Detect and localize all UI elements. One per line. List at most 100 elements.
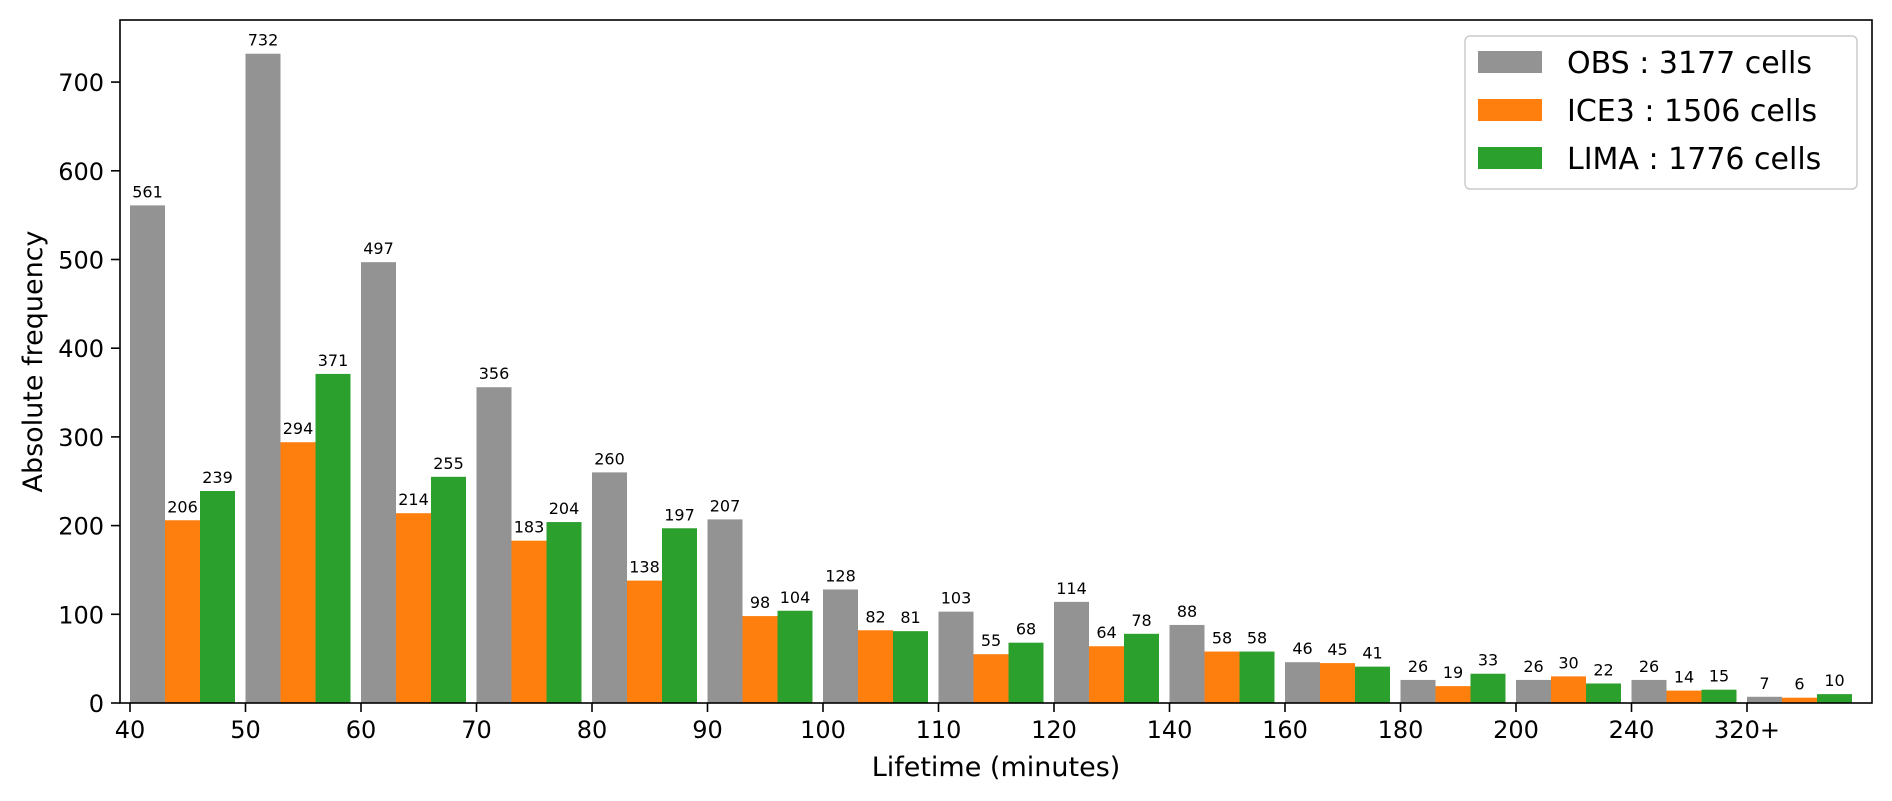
bar-ice3-240	[1666, 690, 1702, 703]
x-tick-label-140: 140	[1147, 716, 1193, 744]
bar-lima-90	[777, 610, 813, 703]
bar-obs-60	[361, 262, 396, 703]
bar-ice3-180	[1435, 686, 1471, 703]
bar-obs-90	[707, 519, 743, 703]
data-label-lima-240: 15	[1709, 667, 1729, 686]
y-tick-label-700: 700	[58, 69, 104, 97]
bar-ice3-50	[280, 442, 316, 703]
data-label-obs-60: 497	[363, 239, 394, 258]
data-label-ice3-70: 183	[514, 518, 545, 537]
x-tick-label-60: 60	[346, 716, 377, 744]
data-label-ice3-140: 58	[1212, 629, 1232, 648]
bar-lima-40	[200, 491, 235, 703]
bar-ice3-60	[396, 513, 431, 703]
data-label-ice3-200: 30	[1558, 653, 1578, 672]
bar-obs-80	[592, 472, 627, 703]
bar-obs-110	[938, 611, 974, 703]
data-label-obs-80: 260	[594, 449, 625, 468]
legend-label-ice3: ICE3 : 1506 cells	[1567, 94, 1817, 129]
bar-lima-140	[1239, 651, 1275, 703]
legend-label-lima: LIMA : 1776 cells	[1567, 142, 1821, 177]
data-label-obs-100: 128	[825, 566, 856, 585]
bar-ice3-100	[858, 630, 893, 703]
data-label-ice3-90: 98	[750, 593, 770, 612]
data-label-lima-100: 81	[900, 608, 920, 627]
bar-ice3-140	[1204, 651, 1240, 703]
data-label-ice3-180: 19	[1443, 663, 1463, 682]
bar-lima-320	[1817, 694, 1852, 703]
legend-label-obs: OBS : 3177 cells	[1567, 46, 1812, 81]
data-label-lima-40: 239	[202, 468, 233, 487]
bar-obs-160	[1285, 662, 1320, 703]
data-label-ice3-160: 45	[1327, 640, 1347, 659]
bar-ice3-90	[742, 616, 778, 703]
data-label-lima-90: 104	[780, 588, 811, 607]
bar-lima-100	[893, 631, 928, 703]
data-label-obs-200: 26	[1523, 657, 1543, 676]
data-label-obs-70: 356	[479, 364, 510, 383]
legend-swatch-lima	[1478, 147, 1542, 169]
y-tick-label-100: 100	[58, 601, 104, 629]
x-tick-label-240: 240	[1609, 716, 1655, 744]
data-label-lima-140: 58	[1247, 629, 1267, 648]
y-axis-label: Absolute frequency	[18, 230, 49, 492]
bar-lima-240	[1701, 689, 1737, 703]
data-label-ice3-80: 138	[629, 558, 660, 577]
bar-obs-100	[823, 589, 858, 703]
y-tick-label-600: 600	[58, 158, 104, 186]
x-tick-label-120: 120	[1031, 716, 1077, 744]
data-label-ice3-110: 55	[981, 631, 1001, 650]
y-tick-label-0: 0	[89, 690, 104, 718]
data-label-obs-50: 732	[248, 31, 279, 50]
bar-lima-70	[546, 522, 582, 703]
y-tick-label-200: 200	[58, 513, 104, 541]
y-axis: 0 100 200 300 400 500 600 700	[58, 69, 120, 718]
bars-group	[130, 53, 1852, 704]
data-label-obs-90: 207	[710, 496, 741, 515]
bar-lima-80	[662, 528, 697, 703]
x-tick-label-180: 180	[1378, 716, 1424, 744]
x-tick-label-80: 80	[577, 716, 608, 744]
data-label-lima-180: 33	[1478, 651, 1498, 670]
data-label-lima-320: 10	[1824, 671, 1844, 690]
data-label-ice3-120: 64	[1096, 623, 1116, 642]
x-tick-label-110: 110	[916, 716, 962, 744]
legend: OBS : 3177 cells ICE3 : 1506 cells LIMA …	[1464, 35, 1858, 190]
plot-frame	[119, 19, 1873, 704]
data-label-lima-120: 78	[1131, 611, 1151, 630]
bar-obs-200	[1516, 679, 1551, 703]
data-label-lima-50: 371	[318, 351, 349, 370]
y-tick-label-500: 500	[58, 246, 104, 274]
bar-obs-320	[1747, 696, 1782, 703]
data-label-obs-110: 103	[941, 589, 972, 608]
data-label-obs-320: 7	[1759, 674, 1769, 693]
data-label-lima-80: 197	[664, 505, 695, 524]
bar-obs-50	[245, 53, 281, 704]
legend-frame	[1464, 35, 1858, 190]
x-tick-label-40: 40	[115, 716, 146, 744]
data-label-lima-110: 68	[1016, 620, 1036, 639]
data-label-lima-160: 41	[1362, 644, 1382, 663]
x-axis-label: Lifetime (minutes)	[872, 752, 1121, 783]
legend-swatch-ice3	[1478, 99, 1542, 121]
data-label-obs-40: 561	[132, 182, 163, 201]
data-label-lima-60: 255	[433, 454, 464, 473]
bar-lima-120	[1124, 633, 1159, 703]
x-axis: 40 50 60 70 80 90 100 110 120 140 160 180 200 240 320+	[115, 703, 1780, 744]
x-tick-label-320: 320+	[1714, 716, 1780, 744]
bar-lima-200	[1586, 683, 1621, 703]
data-label-obs-180: 26	[1408, 657, 1428, 676]
bar-ice3-200	[1551, 676, 1586, 703]
y-tick-label-300: 300	[58, 424, 104, 452]
bar-lima-110	[1008, 642, 1044, 703]
bar-ice3-80	[627, 580, 662, 703]
bar-obs-40	[130, 205, 165, 703]
bar-ice3-70	[511, 540, 547, 703]
data-label-ice3-320: 6	[1794, 675, 1804, 694]
bar-lima-180	[1470, 673, 1506, 703]
bar-obs-240	[1631, 679, 1667, 703]
x-tick-label-70: 70	[461, 716, 492, 744]
bar-lima-160	[1355, 666, 1390, 703]
x-tick-label-50: 50	[230, 716, 261, 744]
